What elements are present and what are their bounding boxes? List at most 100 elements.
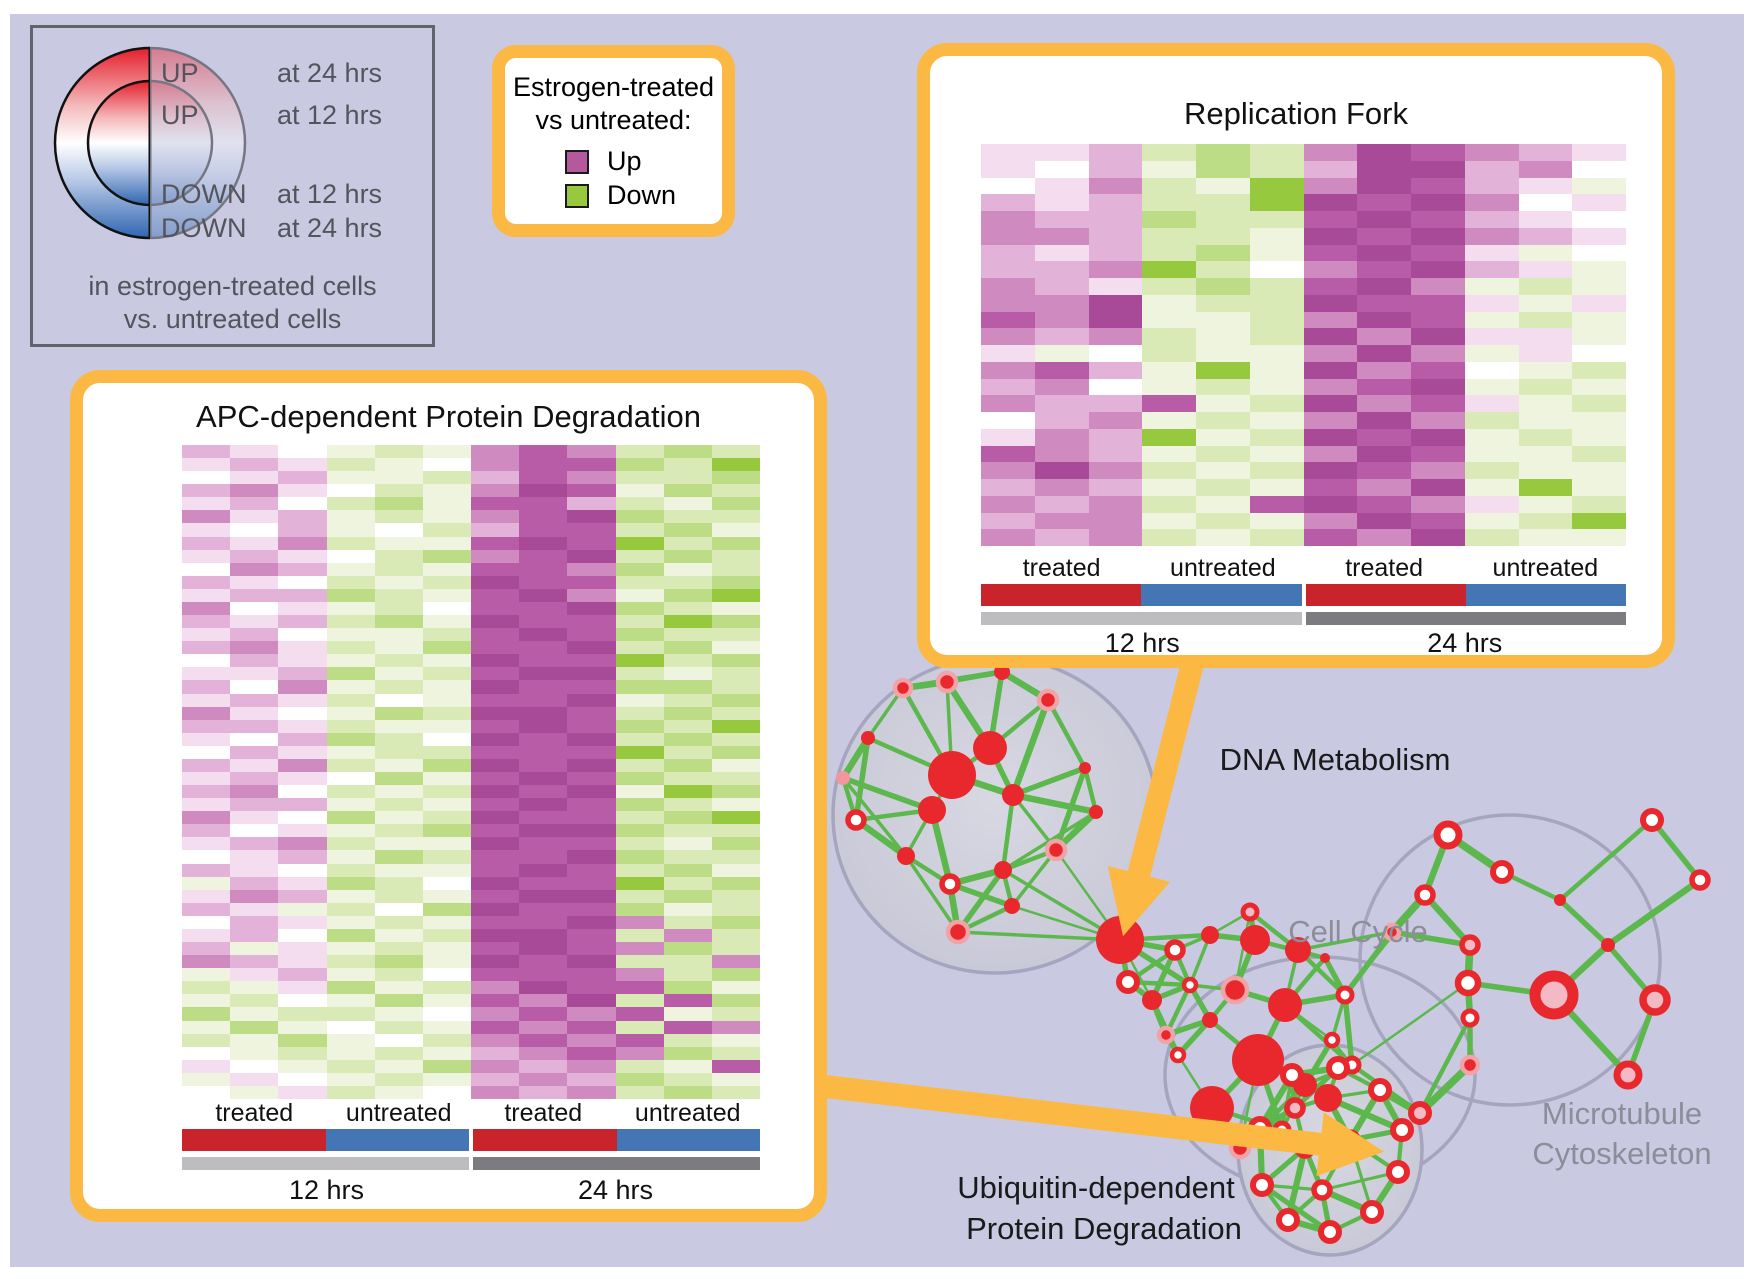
heatmap-cell [374, 981, 423, 995]
heatmap-cell [1464, 211, 1519, 228]
heatmap-cell [1249, 227, 1304, 245]
heatmap-cell [1142, 361, 1196, 379]
heatmap-cell [1464, 144, 1519, 161]
heatmap-cell [1249, 445, 1304, 463]
heatmap-cell [1411, 378, 1465, 396]
heatmap-cell [711, 785, 760, 799]
heatmap-cell [422, 654, 471, 668]
heatmap-cell [182, 1007, 231, 1021]
ring-legend-direction: UP [161, 58, 199, 88]
heatmap-cell [1411, 512, 1465, 530]
up-color-swatch [565, 150, 589, 174]
network-node-u13 [1284, 1097, 1306, 1119]
heatmap-cell [326, 693, 375, 707]
heatmap-cell [1303, 395, 1358, 412]
heatmap-cell [471, 758, 520, 772]
heatmap-cell [278, 732, 327, 746]
heatmap-cell [422, 1033, 471, 1047]
heatmap-cell [615, 549, 664, 563]
heatmap-cell [278, 863, 327, 877]
heatmap-cell [663, 719, 712, 733]
heatmap-cell [615, 601, 664, 616]
heatmap-cell [1088, 512, 1143, 530]
time-labels: 12 hrs 24 hrs [981, 628, 1626, 659]
time-bar [182, 1157, 469, 1170]
heatmap-cell [230, 889, 279, 903]
heatmap-cell [1572, 495, 1626, 513]
heatmap-cell [278, 562, 327, 576]
heatmap-cell [711, 575, 760, 589]
heatmap-cell [1034, 479, 1089, 496]
heatmap-cell [1518, 378, 1573, 396]
network-node-d18 [1002, 784, 1024, 806]
network-node-d15 [928, 751, 976, 799]
heatmap-cell [663, 771, 712, 786]
heatmap-cell [663, 693, 712, 707]
heatmap-cell [711, 641, 760, 655]
heatmap-cell [422, 445, 471, 459]
heatmap-cell [615, 1059, 664, 1073]
heatmap-cell [230, 588, 279, 602]
heatmap-cell [663, 798, 712, 812]
heatmap-cell [471, 654, 520, 668]
network-edge [957, 930, 1121, 942]
heatmap-cell [374, 758, 423, 772]
heatmap-cell [663, 1020, 712, 1034]
heatmap-cell [663, 863, 712, 877]
heatmap-cell [422, 471, 471, 485]
heatmap-cell [1572, 211, 1626, 228]
heatmap-cell [182, 641, 231, 655]
heatmap-cell [663, 706, 712, 720]
heatmap-cell [615, 732, 664, 746]
heatmap-cell [374, 641, 423, 655]
heatmap-cell [182, 928, 231, 943]
heatmap-cell [422, 641, 471, 655]
network-node-c3 [1285, 937, 1311, 963]
heatmap-cell [326, 955, 375, 969]
heatmap-cell [1034, 211, 1089, 228]
heatmap-cell [278, 771, 327, 786]
heatmap-cell [1518, 529, 1573, 546]
heatmap-cell [567, 510, 616, 524]
heatmap-cell [1088, 278, 1143, 295]
heatmap-cell [615, 955, 664, 969]
heatmap-cell [567, 850, 616, 864]
heatmap-cell [230, 902, 279, 916]
heatmap-cell [567, 955, 616, 969]
heatmap-cell [230, 732, 279, 746]
heatmap-cell [182, 1046, 231, 1060]
heatmap-cell [1249, 395, 1304, 412]
heatmap-cell [1411, 294, 1465, 312]
heatmap-cell [230, 641, 279, 655]
heatmap-cell [615, 850, 664, 864]
heatmap-cell [1464, 495, 1519, 513]
replication-fork-panel: Replication Fork treated untreated treated… [917, 43, 1675, 668]
heatmap-cell [182, 628, 231, 642]
heatmap-cell [1357, 194, 1411, 211]
heatmap-cell [567, 497, 616, 511]
network-edge [1012, 765, 1086, 798]
network-node-c2 [1240, 925, 1270, 955]
color-legend-title: vs untreated: [535, 105, 692, 135]
heatmap-cell [1464, 345, 1519, 362]
heatmap-cell [1142, 160, 1196, 178]
heatmap-cell [230, 549, 279, 563]
heatmap-cell [519, 1007, 568, 1021]
network-node-d16 [973, 731, 1007, 765]
heatmap-cell [230, 1072, 279, 1086]
heatmap-cell [471, 562, 520, 576]
heatmap-cell [567, 1072, 616, 1086]
network-node-d17 [918, 796, 946, 824]
heatmap-cell [1249, 278, 1304, 295]
heatmap-cell [471, 942, 520, 956]
heatmap-cell [278, 915, 327, 929]
heatmap-cell [471, 889, 520, 903]
heatmap-cell [1518, 194, 1573, 211]
heatmap-cell [1572, 144, 1626, 161]
network-node-d0 [892, 677, 914, 699]
heatmap-cell [615, 706, 664, 720]
heatmap-cell [1464, 177, 1519, 195]
heatmap-cell [615, 628, 664, 642]
heatmap-cell [278, 667, 327, 681]
heatmap-cell [278, 824, 327, 838]
